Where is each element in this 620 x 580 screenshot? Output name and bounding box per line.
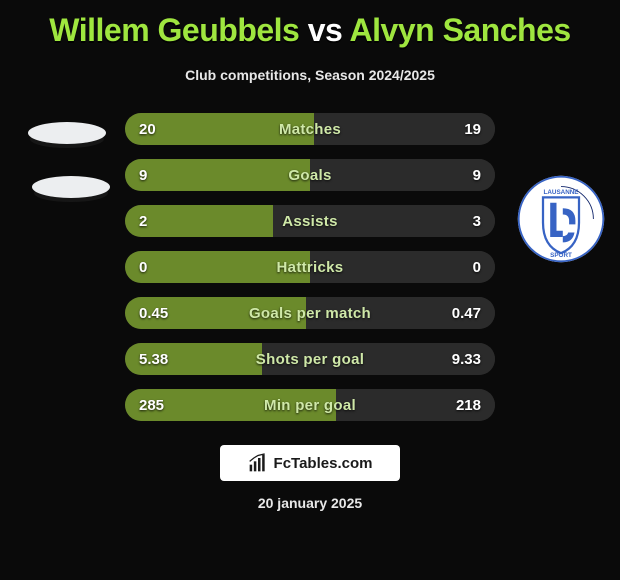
stat-label: Goals — [288, 167, 331, 184]
player2-name: Alvyn Sanches — [350, 12, 571, 48]
stat-bar: 5.38 Shots per goal 9.33 — [125, 343, 495, 375]
player1-name: Willem Geubbels — [49, 12, 299, 48]
stat-bar: 20 Matches 19 — [125, 113, 495, 145]
player1-club-badge — [10, 112, 100, 202]
stat-value-left: 285 — [139, 397, 164, 414]
stat-bars: 20 Matches 19 9 Goals 9 2 Assists 3 0 Hattricks 0 0.… — [125, 113, 495, 421]
stat-bar: 0 Hattricks 0 — [125, 251, 495, 283]
player2-club-badge: LAUSANNE SPORT — [516, 174, 606, 264]
stat-bar: 285 Min per goal 218 — [125, 389, 495, 421]
lausanne-crest-icon: LAUSANNE SPORT — [516, 174, 606, 264]
stat-bar: 9 Goals 9 — [125, 159, 495, 191]
stat-value-right: 19 — [464, 121, 481, 138]
stat-value-right: 3 — [473, 213, 481, 230]
bar-fill-right — [310, 159, 495, 191]
stat-bar: 0.45 Goals per match 0.47 — [125, 297, 495, 329]
stat-value-left: 0.45 — [139, 305, 168, 322]
stat-value-right: 0 — [473, 259, 481, 276]
footer-date: 20 january 2025 — [0, 495, 620, 511]
svg-text:LAUSANNE: LAUSANNE — [544, 189, 579, 196]
vs-label: vs — [308, 12, 343, 48]
stat-label: Matches — [279, 121, 341, 138]
stat-value-right: 9.33 — [452, 351, 481, 368]
badge-oval-icon — [32, 176, 110, 198]
stat-label: Goals per match — [249, 305, 371, 322]
stat-label: Shots per goal — [256, 351, 364, 368]
chart-icon — [248, 453, 268, 473]
stat-label: Hattricks — [277, 259, 344, 276]
stat-value-left: 20 — [139, 121, 156, 138]
stat-label: Assists — [282, 213, 337, 230]
stat-value-left: 2 — [139, 213, 147, 230]
subtitle: Club competitions, Season 2024/2025 — [0, 67, 620, 83]
brand-badge: FcTables.com — [220, 445, 400, 481]
stat-value-right: 9 — [473, 167, 481, 184]
page-title: Willem Geubbels vs Alvyn Sanches — [0, 0, 620, 49]
badge-oval-icon — [28, 122, 106, 144]
stat-value-left: 9 — [139, 167, 147, 184]
stat-value-left: 5.38 — [139, 351, 168, 368]
stat-value-right: 0.47 — [452, 305, 481, 322]
stat-label: Min per goal — [264, 397, 356, 414]
brand-label: FcTables.com — [274, 455, 373, 472]
stat-value-left: 0 — [139, 259, 147, 276]
stat-value-right: 218 — [456, 397, 481, 414]
stat-bar: 2 Assists 3 — [125, 205, 495, 237]
bar-fill-left — [125, 159, 310, 191]
